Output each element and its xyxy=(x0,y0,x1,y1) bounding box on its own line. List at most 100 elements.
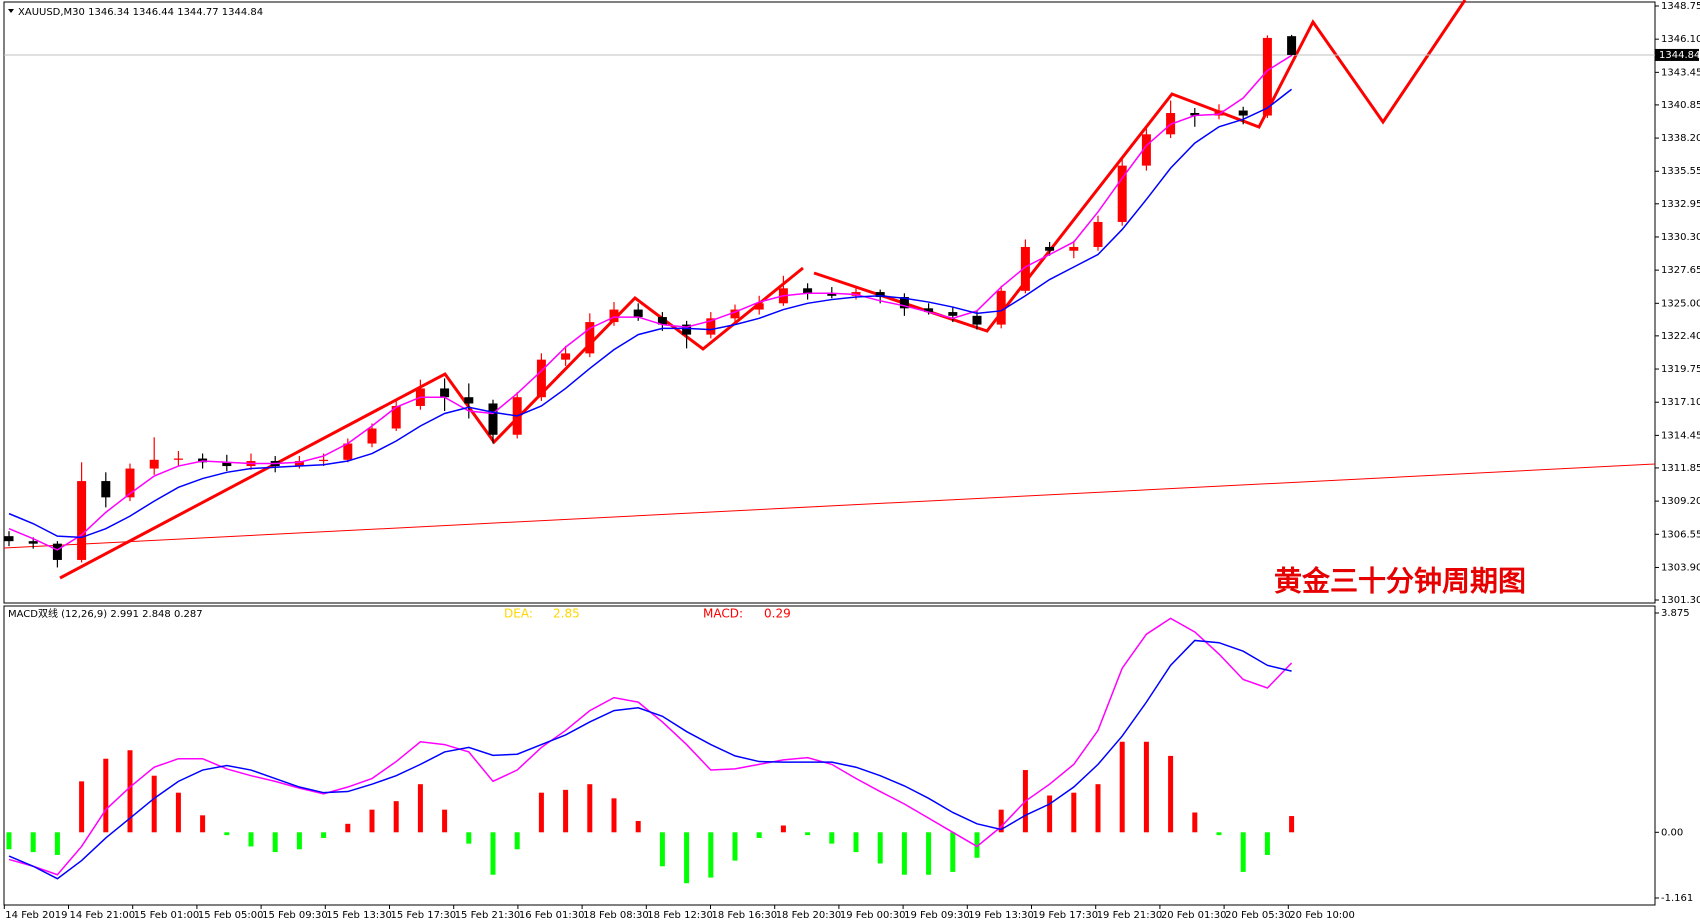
candle-body xyxy=(585,322,595,354)
candle-body xyxy=(294,461,304,467)
candle-body xyxy=(609,309,619,323)
candle-body xyxy=(754,303,764,310)
dea-value: 2.85 xyxy=(553,607,580,621)
candle-body xyxy=(1093,221,1103,247)
y-tick-label: 1348.75 xyxy=(1661,1,1700,12)
x-tick-label: 20 Feb 01:30 xyxy=(1161,910,1227,921)
candle-body xyxy=(875,292,885,298)
macd-bar xyxy=(563,789,569,833)
candle-body xyxy=(28,541,38,544)
candle-body xyxy=(1117,165,1127,222)
macd-bar xyxy=(103,758,109,833)
x-tick-label: 20 Feb 05:30 xyxy=(1225,910,1291,921)
candle-body xyxy=(173,458,183,460)
macd-bar xyxy=(490,832,496,875)
macd-bar xyxy=(926,832,932,875)
candle-body xyxy=(4,536,14,542)
candle-body xyxy=(899,297,909,309)
candle-body xyxy=(633,309,643,318)
x-tick-label: 15 Feb 13:30 xyxy=(326,910,392,921)
macd-bar xyxy=(369,809,375,833)
dea-label: DEA: xyxy=(504,607,533,621)
x-tick-label: 19 Feb 13:30 xyxy=(968,910,1034,921)
macd-bar xyxy=(127,750,133,833)
macd-label: MACD: xyxy=(703,607,743,621)
candle-body xyxy=(1069,246,1079,251)
candle-body xyxy=(1287,36,1297,55)
macd-panel xyxy=(3,605,1656,906)
y-tick-label: 1311.85 xyxy=(1661,463,1700,474)
macd-bar xyxy=(538,792,544,833)
candle-body xyxy=(561,353,571,360)
price-header: XAUUSD,M30 1346.34 1346.44 1344.77 1344.… xyxy=(18,7,263,18)
x-tick-label: 18 Feb 20:30 xyxy=(776,910,842,921)
macd-bar xyxy=(829,832,835,844)
y-tick-label: 1309.20 xyxy=(1661,496,1700,507)
macd-bar xyxy=(1071,792,1077,833)
candle-body xyxy=(996,290,1006,325)
macd-bar xyxy=(442,809,448,833)
candle-body xyxy=(1262,37,1272,116)
macd-bar xyxy=(732,832,738,861)
y-tick-label: 1340.85 xyxy=(1661,100,1700,111)
candle-body xyxy=(682,324,692,335)
macd-bar xyxy=(1168,755,1174,833)
candle-body xyxy=(149,459,159,469)
candle-body xyxy=(536,359,546,398)
indicator-line xyxy=(8,54,1292,551)
candle-body xyxy=(440,388,450,398)
macd-bar xyxy=(974,832,980,858)
x-tick-label: 18 Feb 16:30 xyxy=(712,910,778,921)
macd-bar xyxy=(417,784,423,833)
x-tick-label: 19 Feb 00:30 xyxy=(840,910,906,921)
macd-bar xyxy=(272,832,278,853)
candle-body xyxy=(319,459,329,462)
macd-bar xyxy=(950,832,956,872)
y-tick-label: 1301.30 xyxy=(1661,595,1700,606)
candle-body xyxy=(1214,110,1224,116)
x-tick-label: 19 Feb 21:30 xyxy=(1097,910,1163,921)
macd-bar xyxy=(998,809,1004,833)
macd-bar xyxy=(756,832,762,838)
y-tick-label: 1338.20 xyxy=(1661,133,1700,144)
annotation: 黄金三十分钟周期图 xyxy=(1274,565,1526,598)
y-tick-label: 3.875 xyxy=(1661,608,1690,619)
x-tick-label: 15 Feb 09:30 xyxy=(262,910,328,921)
x-tick-label: 14 Feb 2019 xyxy=(5,910,67,921)
zigzag xyxy=(59,266,804,580)
x-tick-label: 19 Feb 17:30 xyxy=(1033,910,1099,921)
y-tick-label: 1343.45 xyxy=(1661,67,1700,78)
x-tick-label: 18 Feb 12:30 xyxy=(647,910,713,921)
macd-bar xyxy=(780,825,786,833)
macd-bar xyxy=(805,832,811,836)
x-tick-label: 16 Feb 01:30 xyxy=(519,910,585,921)
candle-body xyxy=(101,481,111,498)
macd-bar xyxy=(248,832,254,847)
x-tick-label: 15 Feb 17:30 xyxy=(391,910,457,921)
macd-header: MACD双线 (12,26,9) 2.991 2.848 0.287 xyxy=(8,607,203,620)
x-tick-label: 19 Feb 09:30 xyxy=(904,910,970,921)
macd-bar xyxy=(901,832,907,875)
macd-bar xyxy=(6,832,12,850)
candle-body xyxy=(1190,113,1200,116)
macd-bar xyxy=(708,832,714,878)
macd-value: 0.29 xyxy=(764,607,791,621)
macd-bar xyxy=(1143,741,1149,833)
y-tick-label: 1303.90 xyxy=(1661,562,1700,573)
macd-bar xyxy=(1192,812,1198,833)
macd-bar xyxy=(200,815,206,833)
candle-body xyxy=(706,318,716,335)
y-tick-label: 1325.00 xyxy=(1661,298,1700,309)
macd-bar xyxy=(635,820,641,833)
price-tag-label: 1344.84 xyxy=(1659,50,1700,61)
trend-line xyxy=(3,463,1656,549)
macd-bar xyxy=(611,798,617,833)
x-tick-label: 20 Feb 10:00 xyxy=(1289,910,1355,921)
y-tick-label: 1317.10 xyxy=(1661,397,1700,408)
candle-body xyxy=(730,309,740,319)
macd-bar xyxy=(877,832,883,864)
macd-bar xyxy=(684,832,690,884)
indicator-line xyxy=(8,88,1293,539)
